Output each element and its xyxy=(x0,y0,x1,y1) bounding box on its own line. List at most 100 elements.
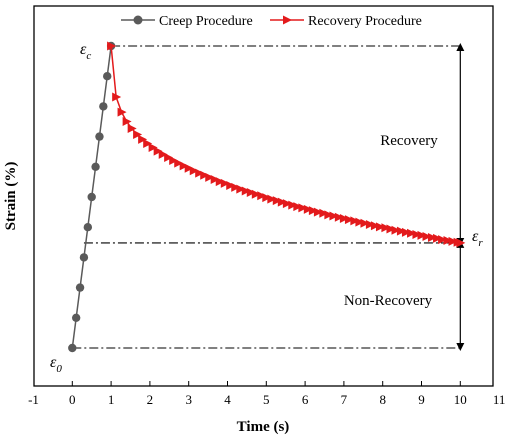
creep-procedure-point xyxy=(95,132,104,141)
recovery-procedure-point xyxy=(127,123,137,133)
recovery-procedure-point xyxy=(184,163,194,173)
recovery-procedure-point xyxy=(251,189,261,199)
x-tick-label: 6 xyxy=(302,392,309,407)
recovery-procedure-point xyxy=(231,182,241,192)
x-tick-label: 4 xyxy=(224,392,231,407)
recovery-procedure-point xyxy=(205,172,215,182)
recovery-procedure-point xyxy=(122,117,132,126)
x-tick-label: 8 xyxy=(379,392,386,407)
recovery-procedure-point xyxy=(133,129,143,139)
recovery-procedure-point xyxy=(288,200,298,210)
recovery-procedure-point xyxy=(195,168,205,178)
recovery-procedure-point xyxy=(148,142,158,152)
recovery-procedure-point xyxy=(448,236,458,246)
recovery-procedure-point xyxy=(226,181,236,191)
creep-procedure-point xyxy=(83,223,93,232)
creep-procedure-point xyxy=(91,162,100,171)
legend-creep-procedure-marker xyxy=(133,15,143,25)
x-tick-label: 0 xyxy=(69,392,76,407)
epsilon-r-label: εr xyxy=(472,228,483,249)
recovery-procedure-point xyxy=(257,191,267,201)
x-tick-label: 9 xyxy=(418,392,425,407)
recovery-procedure-point xyxy=(360,218,370,228)
recovery-procedure-point xyxy=(200,170,210,180)
recovery-procedure-point xyxy=(272,196,282,206)
recovery-procedure-point xyxy=(112,92,122,102)
creep-procedure-point xyxy=(75,283,85,292)
recovery-procedure-point xyxy=(164,152,174,162)
epsilon-c-label: εc xyxy=(80,41,91,62)
recovery-procedure-point xyxy=(375,222,385,232)
recovery-procedure-point xyxy=(427,232,437,242)
recovery-procedure-point xyxy=(169,155,179,165)
creep-procedure-point xyxy=(103,72,112,81)
creep-procedure-point xyxy=(71,313,81,322)
recovery-procedure-point xyxy=(334,212,344,222)
recovery-procedure-point xyxy=(153,146,163,156)
recovery-procedure-point xyxy=(456,238,466,248)
x-tick-label: 1 xyxy=(108,392,115,407)
recovery-procedure-point xyxy=(277,197,287,207)
x-tick-label: 7 xyxy=(341,392,348,407)
creep-procedure-point xyxy=(68,343,77,353)
recovery-procedure-point xyxy=(313,207,323,217)
recovery-procedure-point xyxy=(417,230,427,240)
recovery-procedure-point xyxy=(236,184,246,194)
recovery-procedure-point xyxy=(344,215,354,225)
recovery-procedure-point xyxy=(319,208,329,218)
recovery-procedure-point xyxy=(246,187,256,197)
recovery-procedure-point xyxy=(433,233,443,243)
recovery-procedure-point xyxy=(422,232,432,242)
legend-recovery-procedure-marker xyxy=(283,15,292,25)
recovery-procedure-point xyxy=(350,216,360,226)
recovery-procedure-point xyxy=(282,199,292,209)
recovery-procedure-point xyxy=(215,177,225,187)
recovery-procedure-point xyxy=(210,174,220,184)
epsilon-0-label: ε0 xyxy=(50,354,62,375)
legend-creep-procedure-label: Creep Procedure xyxy=(159,14,253,29)
recovery-procedure-point xyxy=(158,149,168,159)
x-tick-label: 10 xyxy=(454,392,467,407)
non-recovery-annotation: Non-Recovery xyxy=(344,293,433,309)
creep-procedure-point xyxy=(99,102,108,111)
recovery-procedure-point xyxy=(267,194,277,204)
recovery-annotation: Recovery xyxy=(380,133,438,149)
recovery-procedure-point xyxy=(308,206,318,216)
recovery-procedure-point xyxy=(138,134,148,144)
recovery-procedure-point xyxy=(355,217,365,227)
recovery-procedure-point xyxy=(179,161,189,171)
recovery-procedure-point xyxy=(174,158,184,168)
recovery-procedure-point xyxy=(107,41,117,51)
recovery-procedure-point xyxy=(339,213,349,223)
x-tick-label: -1 xyxy=(28,392,39,407)
recovery-procedure-point xyxy=(386,224,396,234)
recovery-procedure-point xyxy=(303,204,313,214)
x-tick-label: 3 xyxy=(185,392,192,407)
recovery-procedure-point xyxy=(324,210,334,220)
creep-procedure-point xyxy=(87,192,96,202)
recovery-procedure-point xyxy=(381,223,391,233)
recovery-procedure-point xyxy=(143,139,153,149)
recovery-procedure-point xyxy=(365,219,375,229)
recovery-procedure-point xyxy=(293,202,303,212)
recovery-procedure-point xyxy=(412,229,422,239)
recovery-procedure-point xyxy=(298,203,308,213)
recovery-procedure-point xyxy=(370,221,380,231)
x-tick-label: 5 xyxy=(263,392,270,407)
plot-frame xyxy=(33,5,494,387)
recovery-procedure-point xyxy=(329,211,339,221)
recovery-procedure-point xyxy=(438,235,448,245)
recovery-procedure-point xyxy=(241,186,251,196)
recovery-procedure-point xyxy=(396,226,406,236)
x-axis-title: Time (s) xyxy=(237,419,290,435)
recovery-procedure-point xyxy=(220,178,230,188)
y-axis-title: Strain (%) xyxy=(3,162,19,231)
recovery-procedure-point xyxy=(407,228,417,238)
recovery-procedure-point xyxy=(262,193,272,203)
recovery-procedure-point xyxy=(401,227,411,237)
x-tick-label: 2 xyxy=(147,392,154,407)
recovery-procedure-point xyxy=(189,166,199,176)
recovery-procedure-point xyxy=(391,225,401,235)
creep-procedure-point xyxy=(79,253,89,262)
